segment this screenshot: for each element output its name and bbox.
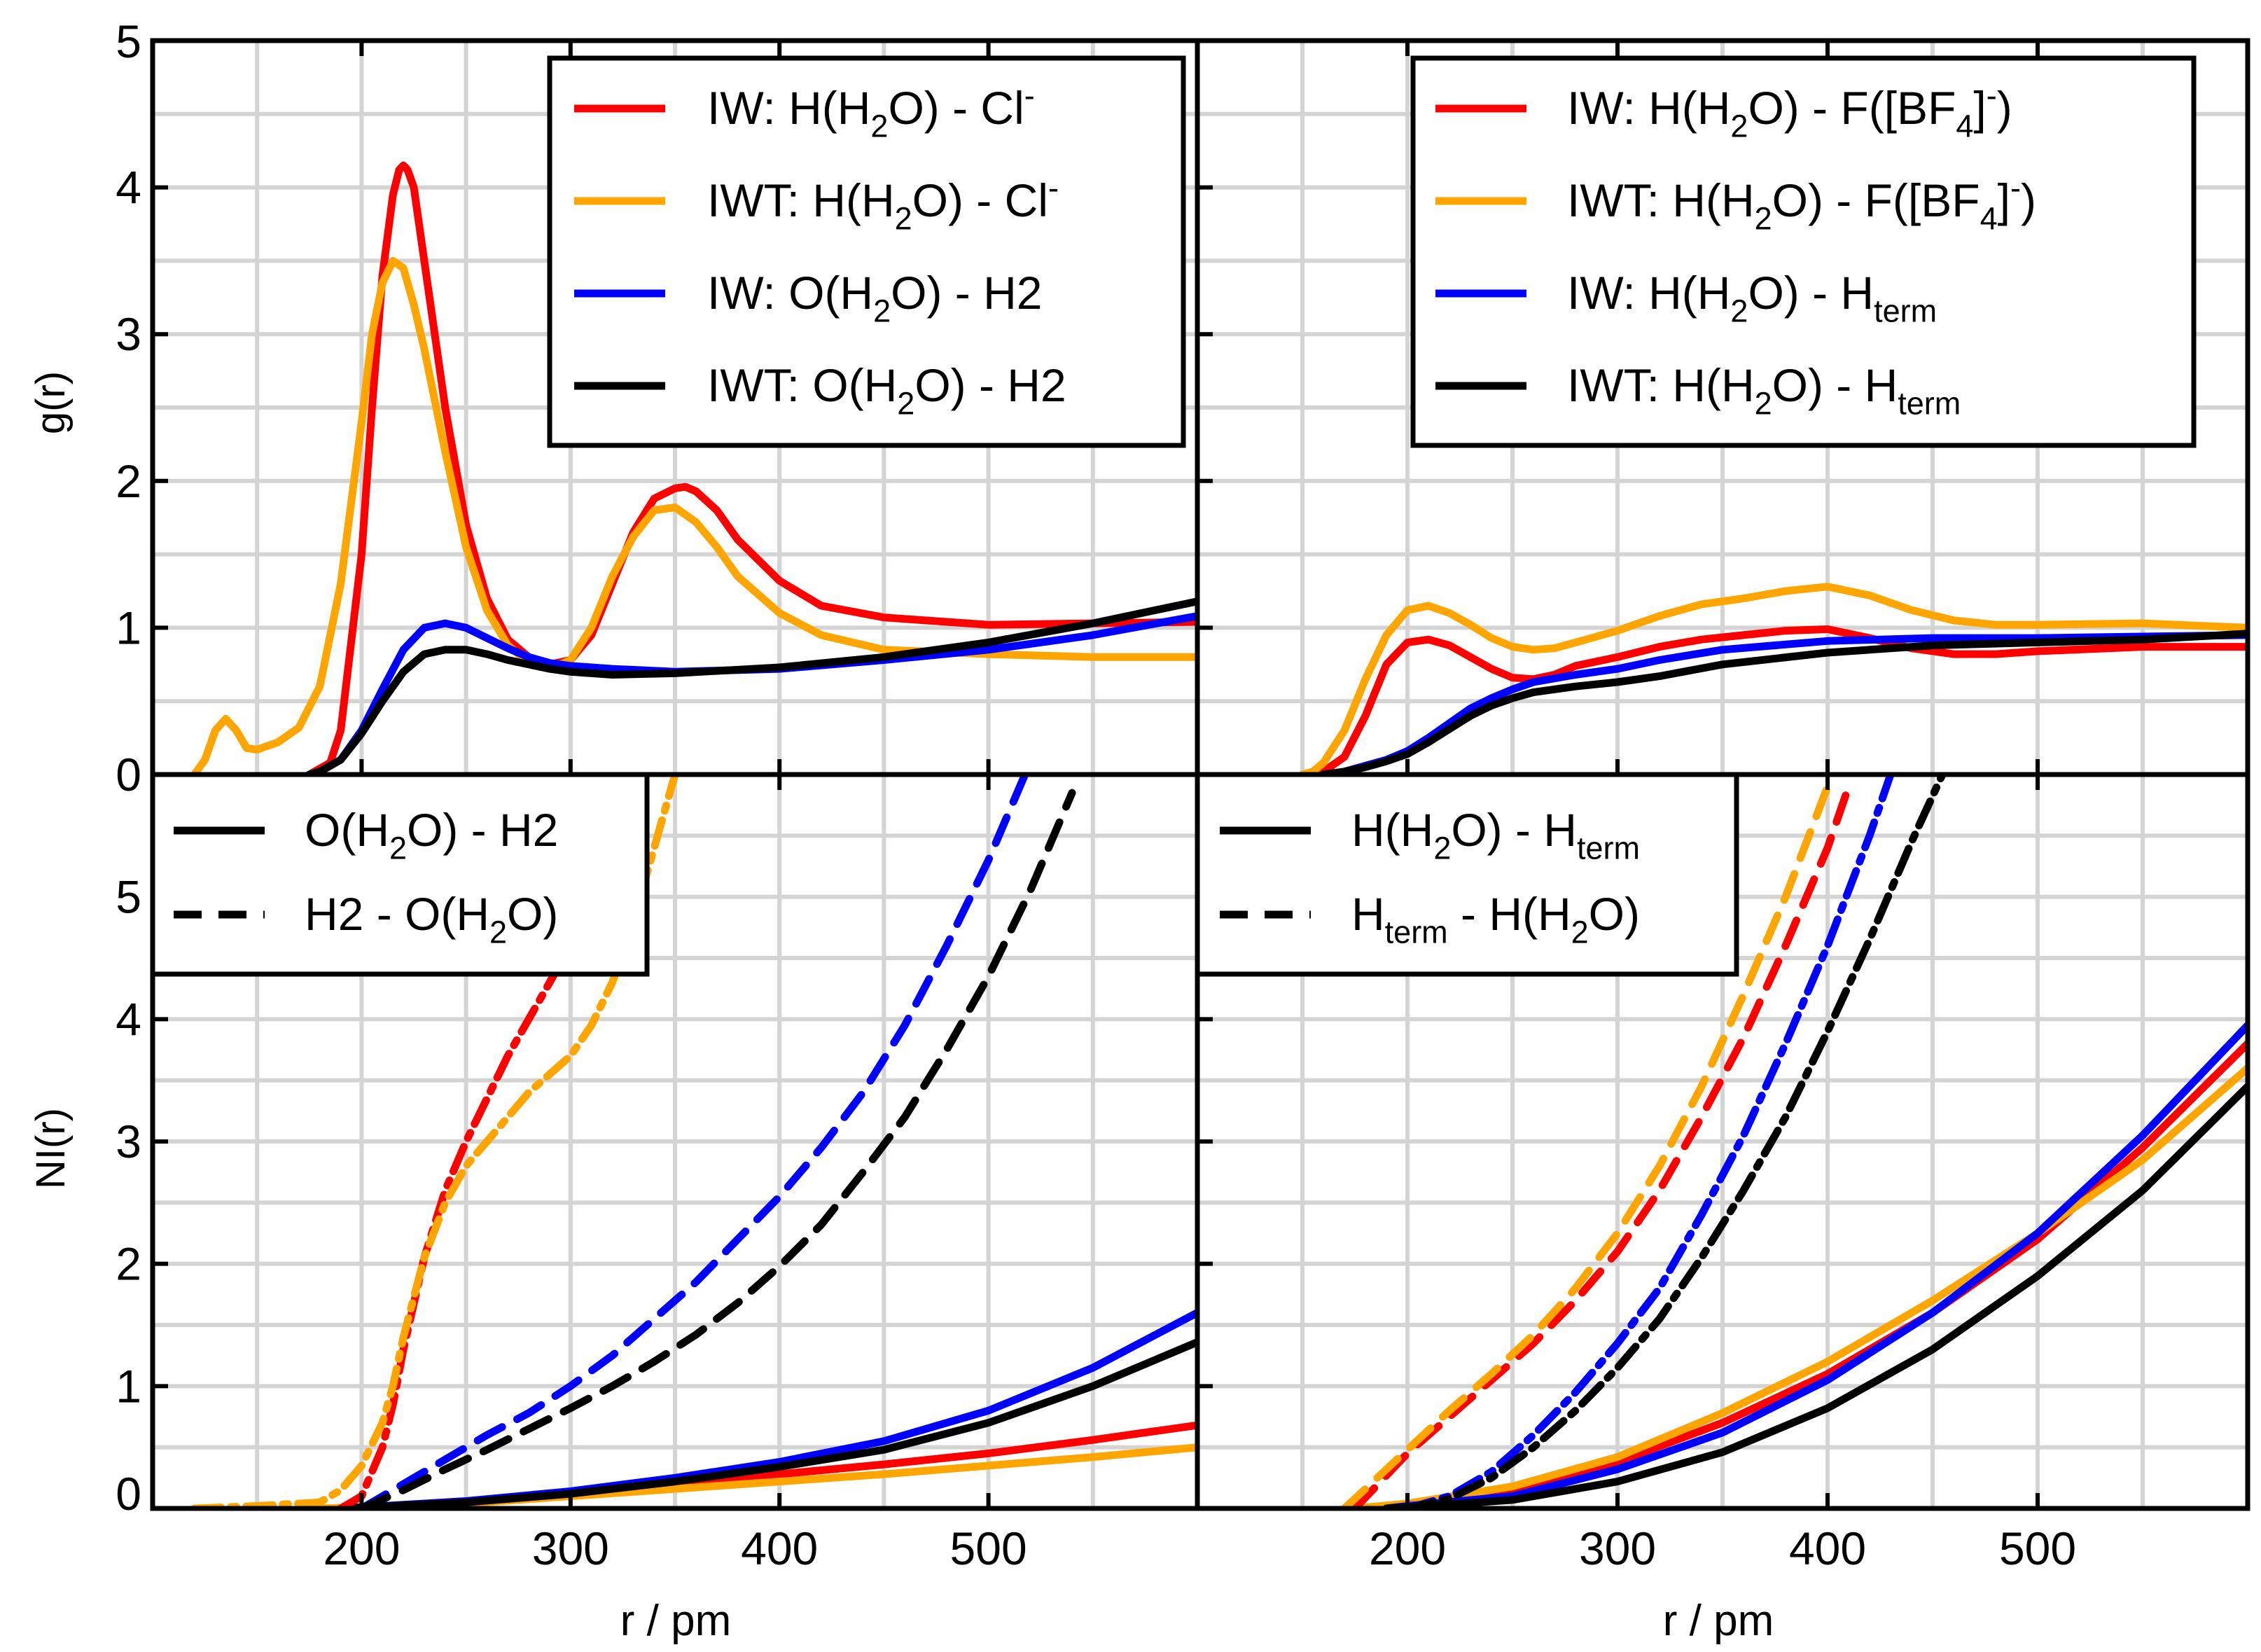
xlabel-right: r / pm <box>1663 1597 1774 1645</box>
y-tick-label: 5 <box>116 871 141 923</box>
xlabel-left: r / pm <box>620 1597 731 1645</box>
legend: IW: H(H2O) - F([BF4]-) IWT: H(H2O) - F([B… <box>1410 55 2197 448</box>
y-tick-label: 3 <box>116 1116 141 1167</box>
panel-bottom-right: 200 300 400 500 H(H2O) - Hterm Hterm - H(H2O) <box>1195 772 2250 1574</box>
series-line-3 <box>1382 1021 2248 1508</box>
y-tick-label: 4 <box>116 162 141 214</box>
x-tick-label: 400 <box>741 1522 818 1574</box>
y-tick-label: 1 <box>116 602 141 653</box>
series-line-5 <box>1351 783 1853 1508</box>
legend-label: IWT: H(H2O) - F([BF4]-) <box>1567 170 2036 237</box>
y-tick-label: 5 <box>116 15 141 67</box>
series-line-7 <box>357 775 1029 1508</box>
legend-label: IW: H(H2O) - Hterm <box>1567 267 1937 329</box>
legend-box <box>547 55 1186 448</box>
panel-bottom-left: 200 300 400 500 0 1 2 3 4 5 O(H2O) - H2 H2 - O(H2O) <box>116 772 1200 1574</box>
series-group <box>1340 775 2248 1508</box>
legend-label: H(H2O) - Hterm <box>1351 804 1640 866</box>
legend-label: IWT: O(H2O) - H2 <box>707 359 1066 422</box>
series-line-7 <box>1403 775 1895 1508</box>
series-line-2 <box>1351 1064 2248 1508</box>
legend-label: IWT: H(H2O) - Hterm <box>1567 359 1961 422</box>
series-group <box>190 161 1197 775</box>
x-tick-label: 300 <box>1579 1522 1656 1574</box>
legend-label: O(H2O) - H2 <box>305 804 558 866</box>
legend: H(H2O) - Hterm Hterm - H(H2O) <box>1195 772 1739 977</box>
y-tick-label: 0 <box>116 1468 141 1520</box>
y-tick-label: 3 <box>116 308 141 360</box>
series-line-4 <box>1319 630 2248 775</box>
series-line-6 <box>1340 783 1832 1508</box>
series-line-4 <box>1382 1082 2248 1508</box>
y-tick-label: 1 <box>116 1360 141 1412</box>
series-line-2 <box>190 256 1197 775</box>
series-line-8 <box>1403 775 1947 1508</box>
series-line-1 <box>1309 625 2248 775</box>
y-tick-label: 2 <box>116 455 141 507</box>
legend-box <box>150 772 650 977</box>
legend-label: IW: O(H2O) - H2 <box>707 267 1042 329</box>
series-line-4 <box>337 1338 1197 1508</box>
x-tick-label: 500 <box>1999 1522 2076 1574</box>
ylabel-top: g(r) <box>28 371 74 434</box>
series-line-1 <box>1361 1039 2248 1508</box>
series-line-2 <box>1298 583 2248 775</box>
legend: IW: H(H2O) - Cl- IWT: H(H2O) - Cl- IW: O(H… <box>547 55 1186 448</box>
y-tick-label: 2 <box>116 1238 141 1290</box>
legend-box <box>1410 55 2197 448</box>
legend-label: IW: H(H2O) - Cl- <box>707 78 1035 144</box>
series-group <box>1298 583 2248 775</box>
legend-label: Hterm - H(H2O) <box>1351 888 1640 950</box>
series-line-4 <box>305 597 1197 775</box>
legend-label: IWT: H(H2O) - Cl- <box>707 170 1059 237</box>
x-tick-label: 200 <box>1369 1522 1446 1574</box>
panel-top-right: IW: H(H2O) - F([BF4]-) IWT: H(H2O) - F([B… <box>1195 38 2250 777</box>
x-tick-label: 300 <box>532 1522 609 1574</box>
legend-label: IW: H(H2O) - F([BF4]-) <box>1567 78 2012 144</box>
x-tick-label: 200 <box>323 1522 400 1574</box>
legend: O(H2O) - H2 H2 - O(H2O) <box>150 772 650 977</box>
ylabel-bottom: NI(r) <box>28 1108 74 1189</box>
legend-label: H2 - O(H2O) <box>305 888 558 950</box>
series-line-3 <box>305 612 1197 775</box>
y-tick-label: 0 <box>116 749 141 800</box>
legend-box <box>1195 772 1739 977</box>
y-tick-label: 4 <box>116 993 141 1045</box>
series-line-8 <box>357 789 1076 1508</box>
x-tick-label: 500 <box>950 1522 1027 1574</box>
x-tick-label: 400 <box>1789 1522 1866 1574</box>
